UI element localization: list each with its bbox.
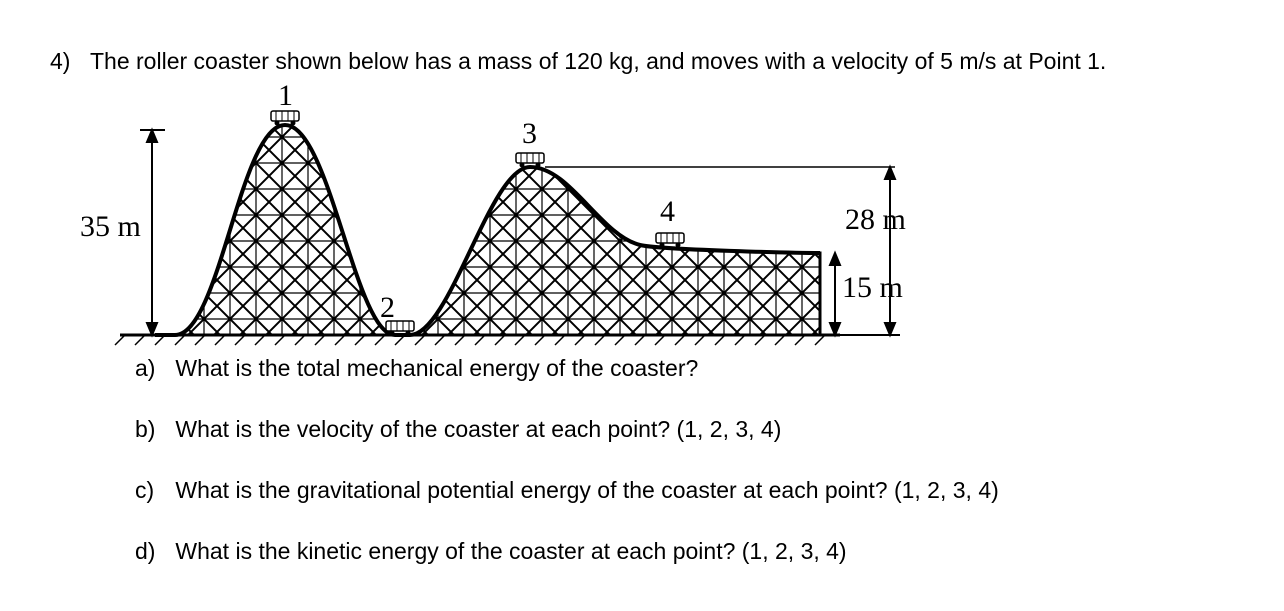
question-c-text: What is the gravitational potential ener… [175, 477, 998, 503]
question-b: b) What is the velocity of the coaster a… [135, 416, 999, 443]
question-d-text: What is the kinetic energy of the coaste… [175, 538, 846, 564]
question-c: c) What is the gravitational potential e… [135, 477, 999, 504]
problem-number: 4) [50, 48, 70, 75]
question-a: a) What is the total mechanical energy o… [135, 355, 999, 382]
point-4-label: 4 [660, 195, 675, 229]
dim-35m-label: 35 m [80, 210, 141, 244]
question-list: a) What is the total mechanical energy o… [135, 355, 999, 599]
problem-statement: The roller coaster shown below has a mas… [90, 48, 1106, 75]
point-3-label: 3 [522, 117, 537, 151]
dim-35m [140, 130, 165, 335]
point-2-label: 2 [380, 291, 395, 325]
question-b-text: What is the velocity of the coaster at e… [175, 416, 781, 442]
question-c-letter: c) [135, 477, 169, 504]
point-1-label: 1 [278, 79, 293, 113]
dim-15m [830, 253, 840, 335]
question-a-text: What is the total mechanical energy of t… [175, 355, 698, 381]
question-d: d) What is the kinetic energy of the coa… [135, 538, 999, 565]
dim-28m-label: 28 m [845, 203, 906, 237]
dim-15m-label: 15 m [842, 271, 903, 305]
dim-28m [820, 167, 900, 335]
roller-coaster-diagram: 1 2 3 4 35 m 28 m 15 m [100, 85, 930, 355]
question-d-letter: d) [135, 538, 169, 565]
question-b-letter: b) [135, 416, 169, 443]
page-root: 4) The roller coaster shown below has a … [0, 0, 1284, 611]
question-a-letter: a) [135, 355, 169, 382]
diagram-svg [100, 85, 930, 355]
